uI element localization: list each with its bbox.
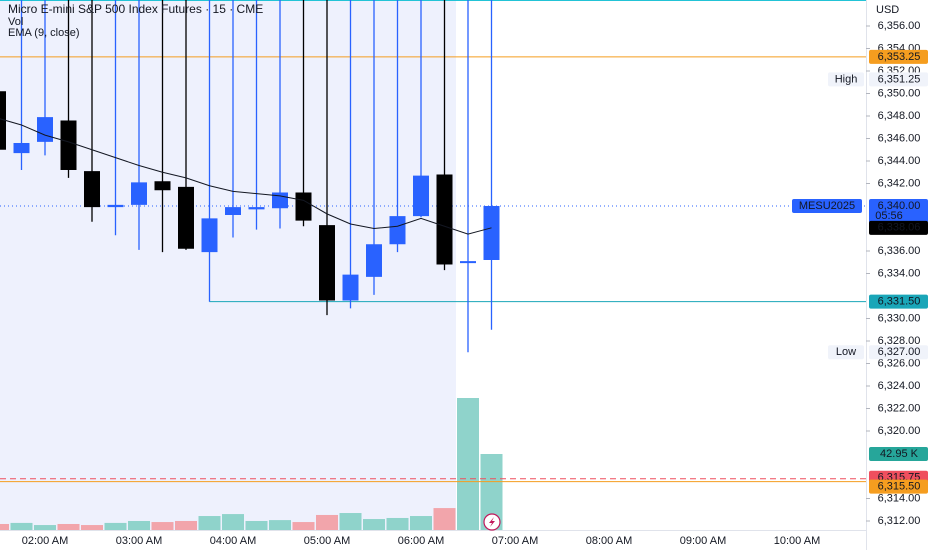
- y-tick-label: 6,342.00: [878, 177, 921, 189]
- volume-bar: [269, 520, 291, 530]
- axis-badge: [869, 72, 928, 87]
- axis-badge: [869, 479, 928, 494]
- volume-bar: [433, 508, 456, 530]
- extreme-tag: [828, 345, 864, 360]
- y-tick-label: 6,312.00: [878, 515, 921, 527]
- volume-bar: [339, 513, 362, 530]
- candle-body: [436, 174, 453, 265]
- volume-bar: [410, 516, 432, 530]
- candle-body: [178, 186, 194, 249]
- y-tick-label: 6,350.00: [878, 87, 921, 99]
- y-tick-label: 6,344.00: [878, 155, 921, 167]
- candle-body: [483, 205, 500, 260]
- volume-bar: [245, 520, 268, 530]
- volume-bar: [151, 522, 174, 530]
- candle-body: [389, 216, 406, 245]
- candle-body: [154, 181, 171, 191]
- x-tick-label: 05:00 AM: [304, 535, 350, 547]
- volume-bar: [198, 516, 221, 530]
- y-tick-label: 6,336.00: [878, 245, 921, 257]
- axis-badge: [869, 49, 928, 64]
- y-tick-label: 6,322.00: [878, 402, 921, 414]
- x-tick-label: 04:00 AM: [210, 535, 256, 547]
- axis-badge-label: 42.95 K: [880, 448, 919, 460]
- extreme-name: High: [835, 73, 858, 85]
- candle-body: [131, 182, 147, 205]
- x-tick-label: 09:00 AM: [680, 535, 726, 547]
- candle-body: [319, 225, 335, 301]
- y-tick-label: 6,334.00: [878, 267, 921, 279]
- axis-badge-label: 6,327.00: [878, 346, 921, 358]
- axis-badge: [869, 294, 928, 309]
- volume-bar: [0, 523, 9, 530]
- y-tick-label: 6,328.00: [878, 335, 921, 347]
- candle-body: [107, 204, 124, 208]
- extreme-tag: [828, 72, 864, 87]
- volume-bar: [292, 522, 315, 530]
- axis-badge-label: 6,351.25: [878, 73, 921, 85]
- volume-bar: [457, 398, 479, 530]
- symbol-label: MESU2025: [799, 200, 855, 212]
- volume-bar: [363, 519, 385, 530]
- volume-bar: [386, 517, 409, 530]
- axis-badge-label: 6,315.50: [878, 481, 921, 493]
- volume-bar: [128, 520, 150, 530]
- y-tick-label: 6,348.00: [878, 110, 921, 122]
- last-price-label: 6,340.00: [878, 200, 921, 212]
- volume-bar: [81, 525, 103, 530]
- last-price-badge: [869, 198, 928, 223]
- candle-body: [342, 274, 359, 301]
- volume-bar: [175, 520, 197, 530]
- y-tick-label: 6,314.00: [878, 492, 921, 504]
- volume-bar: [316, 514, 338, 530]
- candle-body: [248, 207, 265, 210]
- symbol-tag: [792, 198, 862, 213]
- volume-bar: [10, 522, 33, 530]
- candle-body: [413, 175, 429, 217]
- candle-body: [225, 207, 241, 215]
- candle-body: [13, 142, 30, 154]
- volume-bar: [480, 454, 503, 530]
- extreme-name: Low: [836, 346, 856, 358]
- axis-badge-label: 6,353.25: [878, 51, 921, 63]
- x-tick-label: 08:00 AM: [586, 535, 632, 547]
- chart-title: Micro E-mini S&P 500 Index Futures · 15 …: [8, 2, 263, 16]
- y-tick-label: 6,346.00: [878, 132, 921, 144]
- volume-bar: [34, 525, 56, 530]
- legend-ema: EMA (9, close): [8, 27, 80, 39]
- y-tick-label: 6,330.00: [878, 312, 921, 324]
- axis-badge-label: 6,331.50: [878, 296, 921, 308]
- legend-vol: Vol: [8, 16, 23, 28]
- axis-badge: [869, 447, 928, 462]
- candle-body: [295, 192, 312, 221]
- y-tick-label: 6,320.00: [878, 425, 921, 437]
- candle-body: [201, 218, 218, 253]
- candle-body: [84, 171, 100, 208]
- x-tick-label: 02:00 AM: [22, 535, 68, 547]
- x-tick-label: 07:00 AM: [492, 535, 538, 547]
- candle-body: [0, 91, 6, 150]
- x-tick-label: 03:00 AM: [116, 535, 162, 547]
- currency: USD: [876, 4, 899, 16]
- candle-body: [460, 261, 476, 264]
- countdown-label: 05:56: [875, 210, 903, 222]
- x-tick-label: 06:00 AM: [398, 535, 444, 547]
- candle-body: [60, 120, 77, 170]
- x-tick-label: 10:00 AM: [774, 535, 820, 547]
- volume-bar: [104, 522, 127, 530]
- volume-bar: [57, 523, 80, 530]
- event-icon-bolt: [489, 517, 495, 527]
- candle-body: [37, 117, 53, 142]
- axis-badge-label: 6,338.06: [878, 222, 921, 234]
- y-tick-label: 6,326.00: [878, 357, 921, 369]
- axis-badge: [869, 220, 928, 235]
- y-tick-label: 6,356.00: [878, 20, 921, 32]
- y-tick-label: 6,324.00: [878, 380, 921, 392]
- volume-bar: [222, 514, 244, 530]
- axis-badge: [869, 345, 928, 360]
- ema-line: [0, 118, 492, 235]
- candle-body: [366, 244, 382, 277]
